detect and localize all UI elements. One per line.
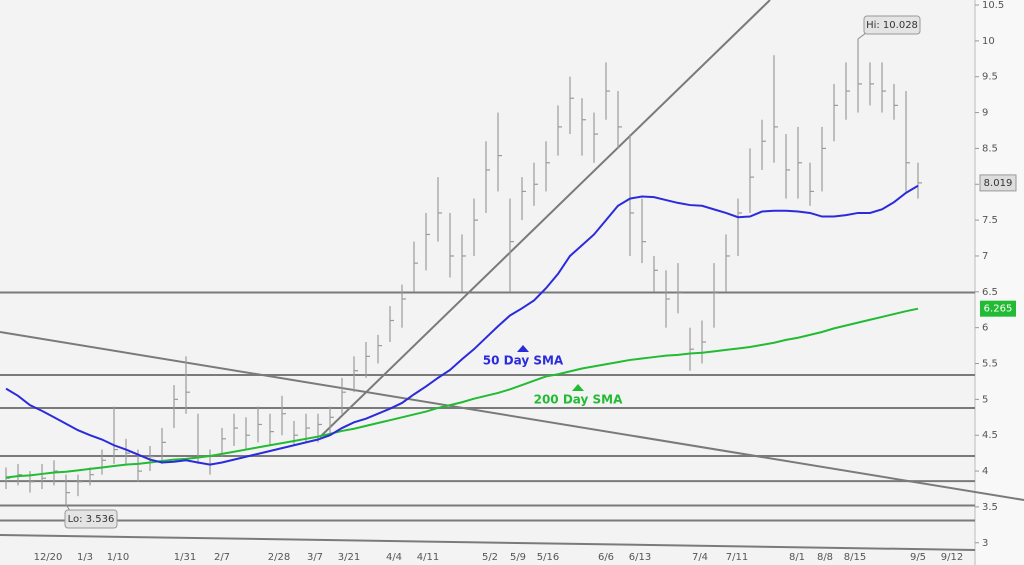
- price-box: [979, 174, 1017, 192]
- x-tick-label: 1/3: [77, 552, 93, 563]
- hi-label: Hi: 10.028: [866, 20, 918, 31]
- x-tick-label: 2/28: [268, 552, 290, 563]
- x-tick-label: 5/9: [510, 552, 526, 563]
- x-tick-label: 7/11: [726, 552, 748, 563]
- y-tick-label: 9: [982, 108, 988, 119]
- price-box: [980, 300, 1016, 317]
- y-tick-label: 7: [982, 251, 988, 262]
- x-tick-label: 3/21: [338, 552, 360, 563]
- y-tick-label: 10.5: [982, 0, 1004, 11]
- x-tick-label: 4/11: [417, 552, 439, 563]
- y-tick-label: 9.5: [982, 72, 998, 83]
- sma200-line: [5, 307, 919, 479]
- lo-label: Lo: 3.536: [68, 514, 115, 525]
- label-box: [863, 15, 921, 35]
- x-tick-label: 8/15: [844, 552, 866, 563]
- x-tick-label: 7/4: [692, 552, 708, 563]
- marker: [517, 345, 529, 352]
- y-tick-label: 8.5: [982, 143, 998, 154]
- y-tick-label: 7.5: [982, 215, 998, 226]
- annotation: 200 Day SMA: [534, 393, 624, 407]
- x-tick-label: 6/13: [629, 552, 651, 563]
- label-box: [64, 509, 118, 529]
- y-tick-label: 10: [982, 36, 995, 47]
- sma200-last: 6.265: [984, 304, 1013, 315]
- callout: [857, 32, 867, 40]
- x-tick-label: 5/2: [482, 552, 498, 563]
- last-price: 8.019: [984, 178, 1013, 189]
- x-tick-label: 1/10: [107, 552, 129, 563]
- trend-line: [0, 331, 1024, 501]
- x-tick-label: 5/16: [537, 552, 559, 563]
- x-tick-label: 4/4: [386, 552, 402, 563]
- y-tick-label: 3.5: [982, 502, 998, 513]
- x-tick-label: 6/6: [598, 552, 614, 563]
- x-tick-label: 9/12: [941, 552, 963, 563]
- x-tick-label: 9/5: [910, 552, 926, 563]
- x-tick-label: 2/7: [214, 552, 230, 563]
- x-tick-label: 8/8: [817, 552, 833, 563]
- sma50-line: [5, 184, 919, 466]
- axis-strip: [975, 0, 1024, 565]
- y-tick-label: 4.5: [982, 430, 998, 441]
- trend-line: [0, 534, 976, 551]
- y-tick-label: 6: [982, 323, 988, 334]
- y-tick-label: 6.5: [982, 287, 998, 298]
- y-tick-label: 3: [982, 538, 988, 549]
- marker: [572, 384, 584, 391]
- annotation: 50 Day SMA: [483, 354, 564, 368]
- x-tick-label: 12/20: [34, 552, 63, 563]
- x-tick-label: 3/7: [307, 552, 323, 563]
- y-tick-label: 4: [982, 466, 988, 477]
- trend-line: [319, 0, 771, 438]
- x-tick-label: 8/1: [789, 552, 805, 563]
- y-tick-label: 5: [982, 394, 988, 405]
- x-tick-label: 1/31: [174, 552, 196, 563]
- y-tick-label: 5.5: [982, 359, 998, 370]
